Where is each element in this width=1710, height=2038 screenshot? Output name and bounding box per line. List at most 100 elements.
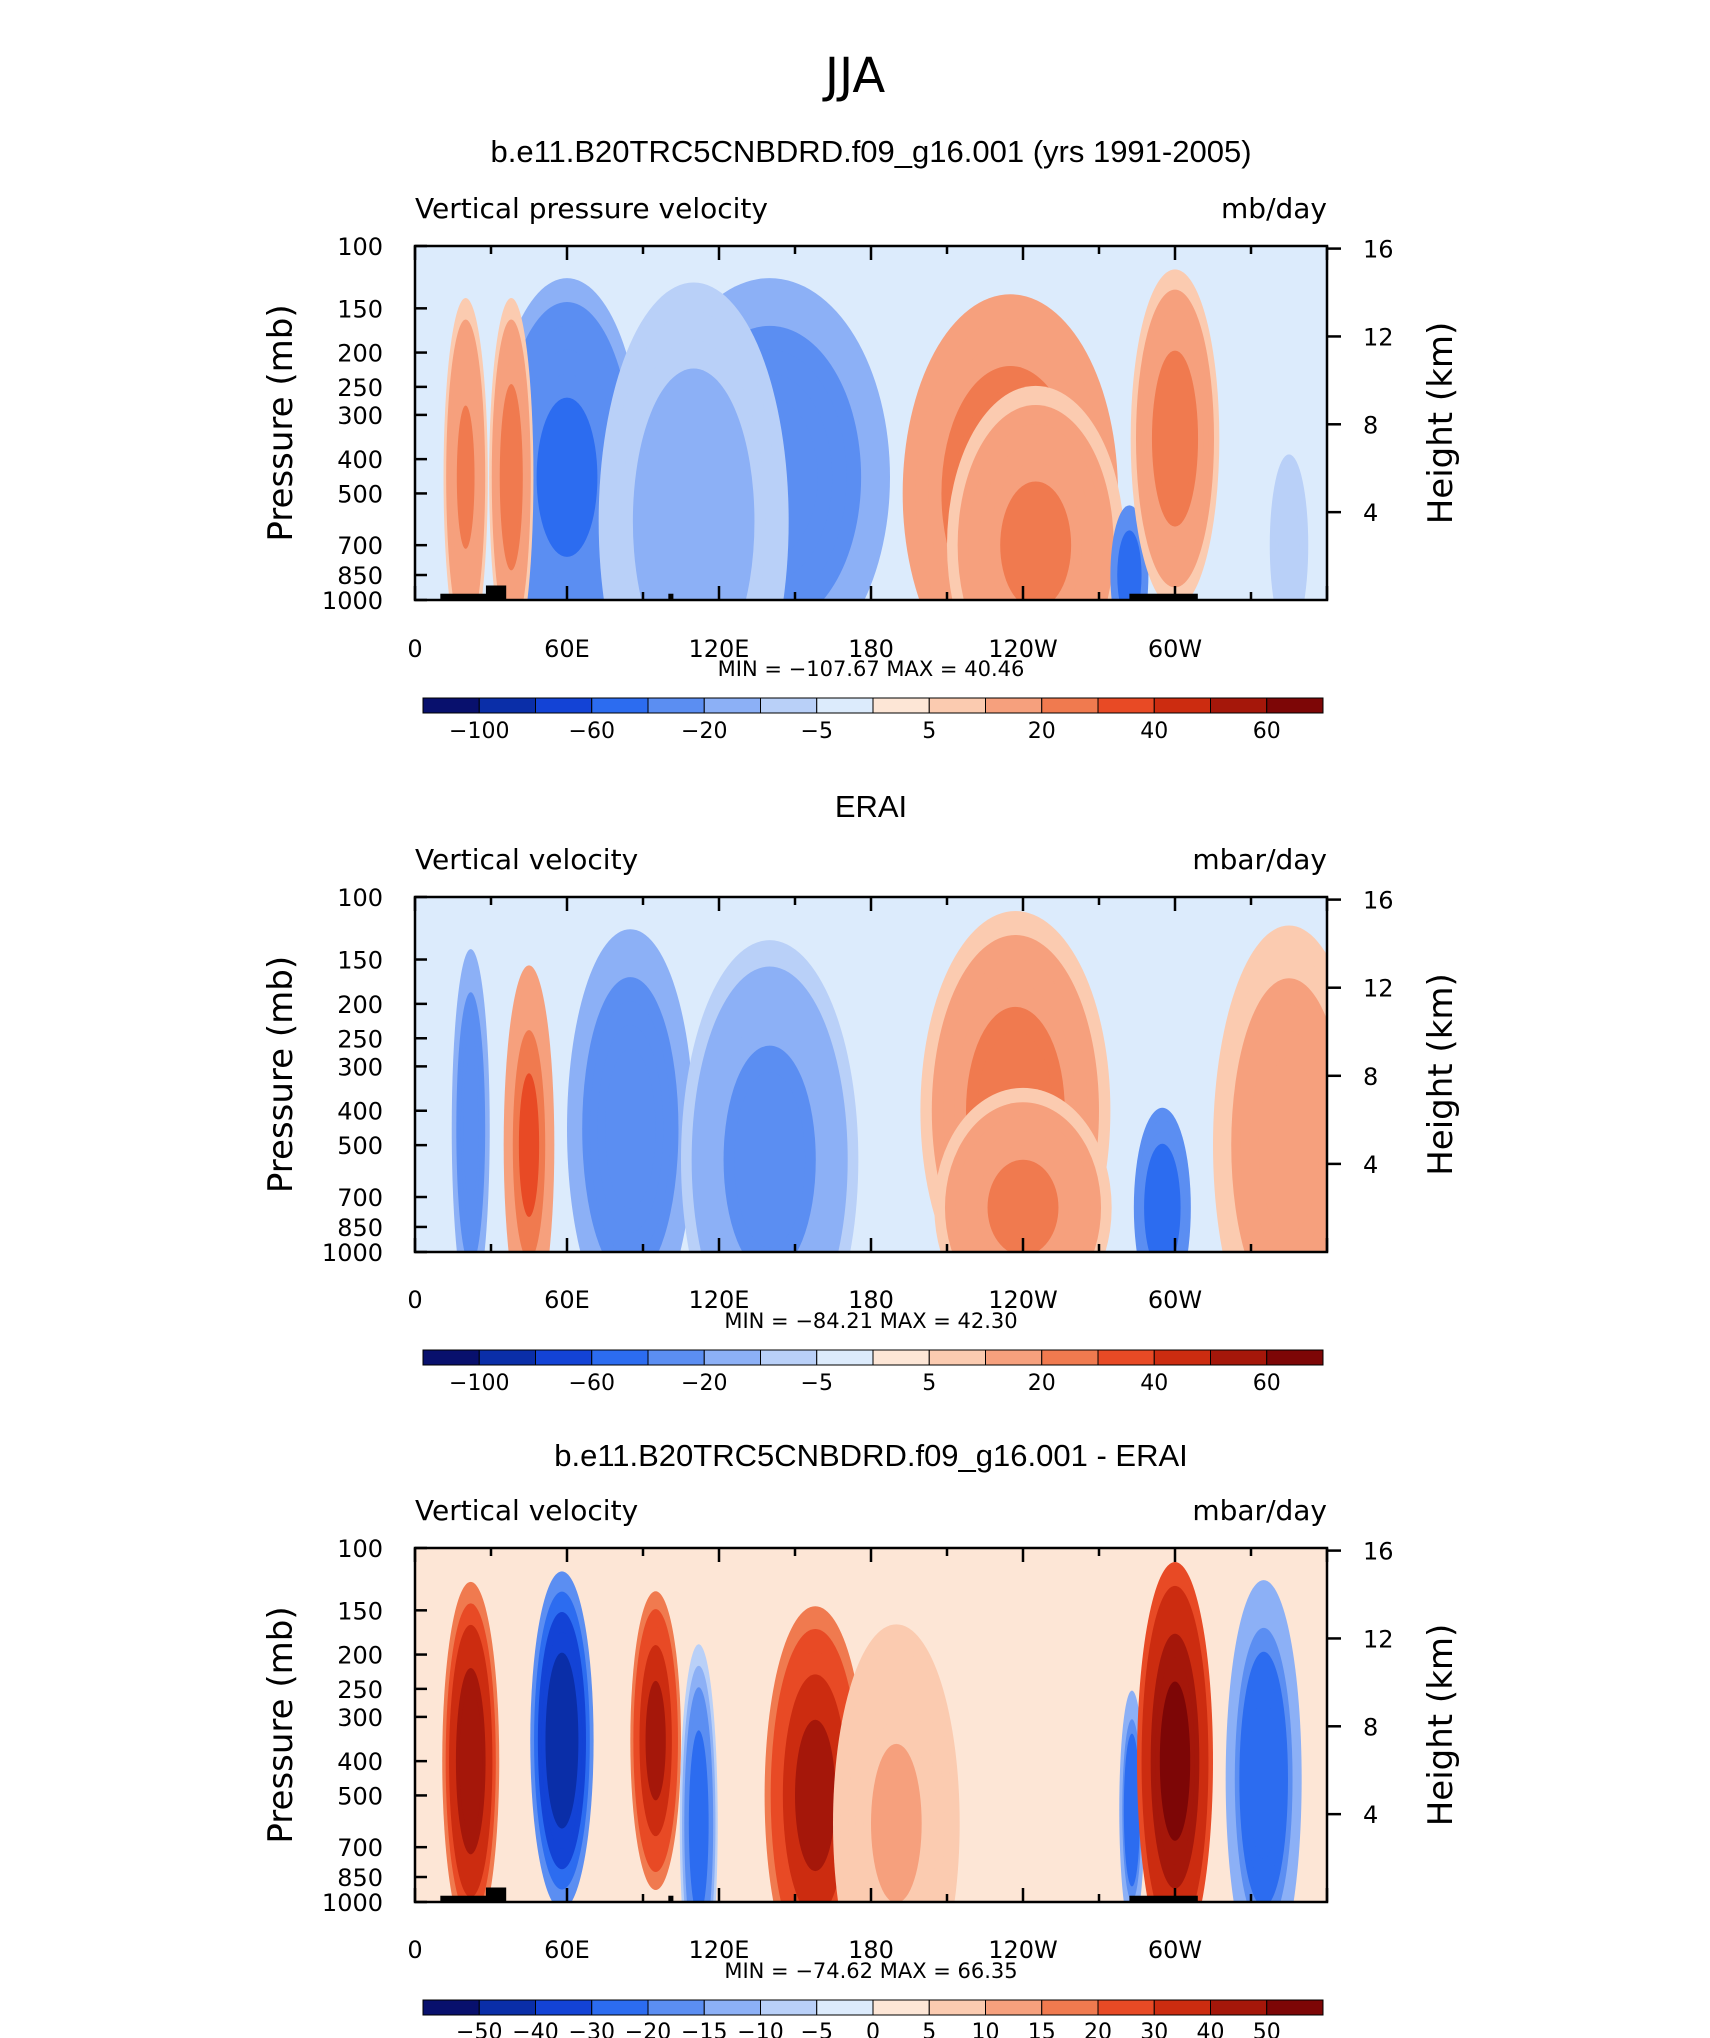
y-axis-title: Pressure (mb) [261,304,301,541]
max-value: 66.35 [958,1959,1018,1983]
contour-band [987,1159,1059,1252]
colorbar-label: 60 [1253,719,1281,744]
y-tick-label: 100 [337,884,383,912]
y-tick-label: 300 [337,1704,383,1732]
y-tick-label: 200 [337,1642,383,1670]
max-label: MAX = [886,657,964,681]
terrain-mask [1129,593,1198,600]
y-tick-label: 300 [337,1053,383,1081]
y2-tick-label: 16 [1363,236,1394,264]
panel-title: b.e11.B20TRC5CNBDRD.f09_g16.001 - ERAI [554,1438,1188,1473]
panel-3: b.e11.B20TRC5CNBDRD.f09_g16.001 - ERAI Ve… [261,1438,1461,2038]
colorbar-label: −5 [801,1371,833,1396]
colorbar-swatch [422,1999,480,2016]
y-tick-label: 700 [337,1834,383,1862]
colorbar-swatch [760,697,818,714]
contour-band [795,1719,836,1872]
contour-band [536,397,598,557]
contour-band [1126,1762,1137,1858]
y-tick-label: 400 [337,1098,383,1126]
colorbar-swatch [1210,1999,1268,2016]
y-tick-label: 1000 [322,587,383,615]
y-tick-label: 850 [337,1214,383,1242]
x-tick-label: 60W [1148,1286,1202,1314]
colorbar-swatch [1097,1999,1155,2016]
colorbar-label: −20 [625,2020,671,2038]
y-tick-label: 250 [337,1025,383,1053]
contour-band [1278,497,1300,593]
colorbar-label: −10 [737,2020,783,2038]
y-tick-label: 250 [337,374,383,402]
y-axis-title: Pressure (mb) [261,956,301,1193]
colorbar-swatch [1210,1349,1268,1366]
colorbar-label: 40 [1197,2020,1225,2038]
colorbar-label: 20 [1028,1371,1056,1396]
min-max-stats: MIN = −74.62 MAX = 66.35 [724,1959,1017,1983]
panels: b.e11.B20TRC5CNBDRD.f09_g16.001 (yrs 199… [261,134,1461,2038]
x-tick-label: 60W [1148,1936,1202,1964]
colorbar-label: −60 [569,1371,615,1396]
colorbar-label: −15 [681,2020,727,2038]
colorbar-label: −100 [449,1371,509,1396]
contour-band [1248,1699,1279,1859]
colorbar-swatch [816,1999,874,2016]
max-value: 40.46 [964,657,1024,681]
colorbar-swatch [1266,697,1324,714]
y-tick-label: 1000 [322,1239,383,1267]
y-tick-label: 200 [337,991,383,1019]
colorbar-swatch [535,1999,593,2016]
y2-tick-label: 4 [1363,1151,1378,1179]
colorbar-swatch [760,1349,818,1366]
x-tick-label: 180 [848,1286,894,1314]
x-tick-label: 120E [689,635,750,663]
colorbar-swatch [928,1349,986,1366]
colorbar-label: −20 [681,719,727,744]
colorbar-swatch [478,1999,536,2016]
units-label: mbar/day [1192,843,1327,876]
colorbar-label: −20 [681,1371,727,1396]
units-label: mb/day [1221,192,1327,225]
y-tick-label: 400 [337,1748,383,1776]
colorbar-label: 0 [866,2020,880,2038]
variable-label: Vertical pressure velocity [415,192,768,225]
colorbar-swatch [928,697,986,714]
panel-2: ERAI Vertical velocity mbar/day 0 60E 120E 180… [261,789,1461,1396]
y2-tick-label: 12 [1363,975,1394,1003]
colorbar-label: 60 [1253,1371,1281,1396]
min-label: MIN = [718,657,789,681]
colorbar-swatch [535,697,593,714]
panel-title: b.e11.B20TRC5CNBDRD.f09_g16.001 (yrs 199… [490,134,1251,169]
colorbar-swatch [647,1999,705,2016]
units-label: mbar/day [1192,1494,1327,1527]
contour-band [691,1751,707,1896]
contour-band [1258,1057,1320,1233]
colorbar-swatch [478,1349,536,1366]
colorbar-label: −5 [801,719,833,744]
colorbar-label: 20 [1028,719,1056,744]
y2-axis-title: Height (km) [1421,1624,1461,1827]
min-max-stats: MIN = −84.21 MAX = 42.30 [724,1309,1017,1333]
min-max-stats: MIN = −107.67 MAX = 40.46 [718,657,1025,681]
x-tick-label: 60E [544,1286,590,1314]
colorbar-swatch [1097,1349,1155,1366]
colorbar-label: −30 [569,2020,615,2038]
colorbar-swatch [1153,1349,1211,1366]
colorbar-label: 10 [972,2020,1000,2038]
colorbar-swatch [985,697,1043,714]
colorbar-swatch [591,1349,649,1366]
y2-axis-title: Height (km) [1421,973,1461,1176]
variable-label: Vertical velocity [415,1494,638,1527]
min-value: −107.67 [789,657,887,681]
y-tick-label: 150 [337,947,383,975]
max-value: 42.30 [958,1309,1018,1333]
max-label: MAX = [880,1309,958,1333]
y-tick-label: 150 [337,295,383,323]
y-axis-title: Pressure (mb) [261,1606,301,1843]
x-tick-label: 60E [544,1936,590,1964]
colorbar-swatch [1041,697,1099,714]
x-tick-label: 0 [407,635,422,663]
y2-tick-label: 4 [1363,1801,1378,1829]
colorbar-label: 20 [1084,2020,1112,2038]
min-label: MIN = [724,1959,795,1983]
